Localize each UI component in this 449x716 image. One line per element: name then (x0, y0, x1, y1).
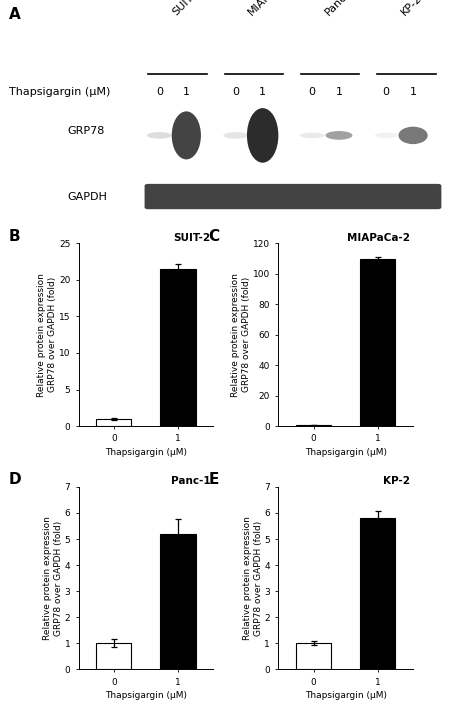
Ellipse shape (147, 132, 172, 139)
Bar (96, 419, 132, 426)
Bar (360, 258, 396, 426)
Y-axis label: Relative protein expression
GRP78 over GAPDH (fold): Relative protein expression GRP78 over G… (37, 273, 57, 397)
Text: 0: 0 (383, 87, 390, 97)
Text: E: E (208, 473, 219, 488)
Text: A: A (9, 6, 21, 21)
Text: Panc-1: Panc-1 (171, 476, 211, 486)
Text: D: D (9, 473, 21, 488)
Text: Thapsigargin (μM): Thapsigargin (μM) (9, 87, 110, 97)
Ellipse shape (299, 132, 324, 138)
Ellipse shape (172, 112, 201, 160)
Y-axis label: Relative protein expression
GRP78 over GAPDH (fold): Relative protein expression GRP78 over G… (243, 516, 263, 640)
Text: 1: 1 (409, 87, 417, 97)
FancyBboxPatch shape (145, 184, 441, 209)
Bar (296, 644, 331, 669)
Ellipse shape (224, 132, 248, 139)
Text: GRP78: GRP78 (67, 126, 105, 136)
Text: SUIT-2: SUIT-2 (170, 0, 202, 17)
Ellipse shape (399, 127, 427, 144)
Text: KP-2: KP-2 (383, 476, 410, 486)
Text: MIAPaCa-2: MIAPaCa-2 (348, 233, 410, 243)
Text: C: C (208, 229, 220, 244)
Text: 1: 1 (183, 87, 190, 97)
X-axis label: Thapsigargin (μM): Thapsigargin (μM) (305, 691, 387, 700)
Text: MIAPaCa-2: MIAPaCa-2 (247, 0, 296, 17)
Text: 1: 1 (259, 87, 266, 97)
X-axis label: Thapsigargin (μM): Thapsigargin (μM) (305, 448, 387, 457)
Text: 0: 0 (156, 87, 163, 97)
Text: 0: 0 (232, 87, 239, 97)
Y-axis label: Relative protein expression
GRP78 over GAPDH (fold): Relative protein expression GRP78 over G… (43, 516, 63, 640)
Text: KP-2: KP-2 (399, 0, 424, 17)
Text: Panc-1: Panc-1 (323, 0, 357, 17)
Ellipse shape (375, 132, 397, 138)
X-axis label: Thapsigargin (μM): Thapsigargin (μM) (105, 448, 187, 457)
X-axis label: Thapsigargin (μM): Thapsigargin (μM) (105, 691, 187, 700)
Text: GAPDH: GAPDH (67, 192, 107, 201)
Bar (160, 269, 196, 426)
Text: 0: 0 (308, 87, 316, 97)
Text: SUIT-2: SUIT-2 (173, 233, 211, 243)
Ellipse shape (326, 131, 352, 140)
Bar (160, 534, 196, 669)
Ellipse shape (247, 108, 278, 163)
Text: 1: 1 (335, 87, 343, 97)
Text: B: B (9, 229, 20, 244)
Y-axis label: Relative protein expression
GRP78 over GAPDH (fold): Relative protein expression GRP78 over G… (231, 273, 251, 397)
Bar (96, 644, 132, 669)
Bar (360, 518, 396, 669)
